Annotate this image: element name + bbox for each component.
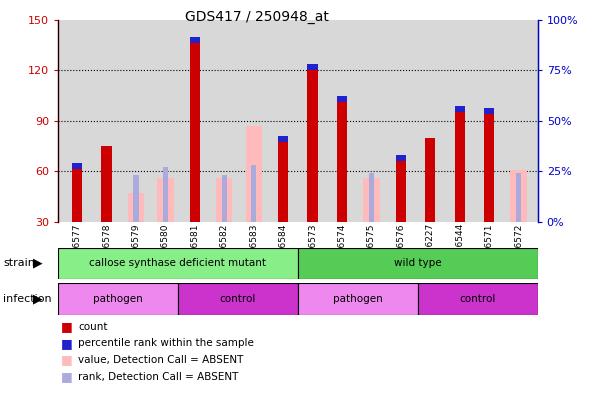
Bar <box>455 106 465 112</box>
Text: control: control <box>459 294 496 304</box>
Bar <box>418 283 538 315</box>
Bar <box>163 167 168 222</box>
Bar <box>337 96 347 102</box>
Bar <box>190 40 200 222</box>
Bar <box>298 248 538 279</box>
Bar <box>222 175 227 222</box>
Bar <box>101 146 112 222</box>
Text: pathogen: pathogen <box>93 294 143 304</box>
Text: wild type: wild type <box>394 258 442 268</box>
Text: callose synthase deficient mutant: callose synthase deficient mutant <box>89 258 266 268</box>
Bar <box>510 169 527 222</box>
Bar <box>278 139 288 222</box>
Bar <box>364 178 379 222</box>
Bar <box>337 99 347 222</box>
Bar <box>425 137 436 222</box>
Text: pathogen: pathogen <box>333 294 382 304</box>
Bar <box>307 64 318 70</box>
Text: GDS417 / 250948_at: GDS417 / 250948_at <box>185 10 329 24</box>
Bar <box>484 108 494 114</box>
Bar <box>298 283 418 315</box>
Bar <box>307 67 318 222</box>
Bar <box>133 175 139 222</box>
Bar <box>158 178 174 222</box>
Bar <box>369 173 374 222</box>
Bar <box>455 109 465 222</box>
Text: ▶: ▶ <box>33 257 43 270</box>
Text: rank, Detection Call = ABSENT: rank, Detection Call = ABSENT <box>78 371 238 382</box>
Text: ■: ■ <box>61 354 73 366</box>
Bar <box>58 248 298 279</box>
Text: ■: ■ <box>61 370 73 383</box>
Bar <box>190 37 200 43</box>
Bar <box>484 110 494 222</box>
Bar <box>128 193 144 222</box>
Text: count: count <box>78 322 108 332</box>
Bar <box>72 163 82 169</box>
Text: ■: ■ <box>61 320 73 333</box>
Text: ■: ■ <box>61 337 73 350</box>
Text: value, Detection Call = ABSENT: value, Detection Call = ABSENT <box>78 355 244 365</box>
Bar <box>278 136 288 142</box>
Text: control: control <box>220 294 256 304</box>
Text: percentile rank within the sample: percentile rank within the sample <box>78 338 254 348</box>
Bar <box>72 166 82 222</box>
Text: infection: infection <box>3 294 52 304</box>
Bar <box>178 283 298 315</box>
Text: strain: strain <box>3 258 35 268</box>
Bar <box>516 173 521 222</box>
Bar <box>396 158 406 222</box>
Text: ▶: ▶ <box>33 293 43 305</box>
Bar <box>396 155 406 161</box>
Bar <box>251 165 257 222</box>
Bar <box>246 126 262 222</box>
Bar <box>58 283 178 315</box>
Bar <box>216 178 232 222</box>
